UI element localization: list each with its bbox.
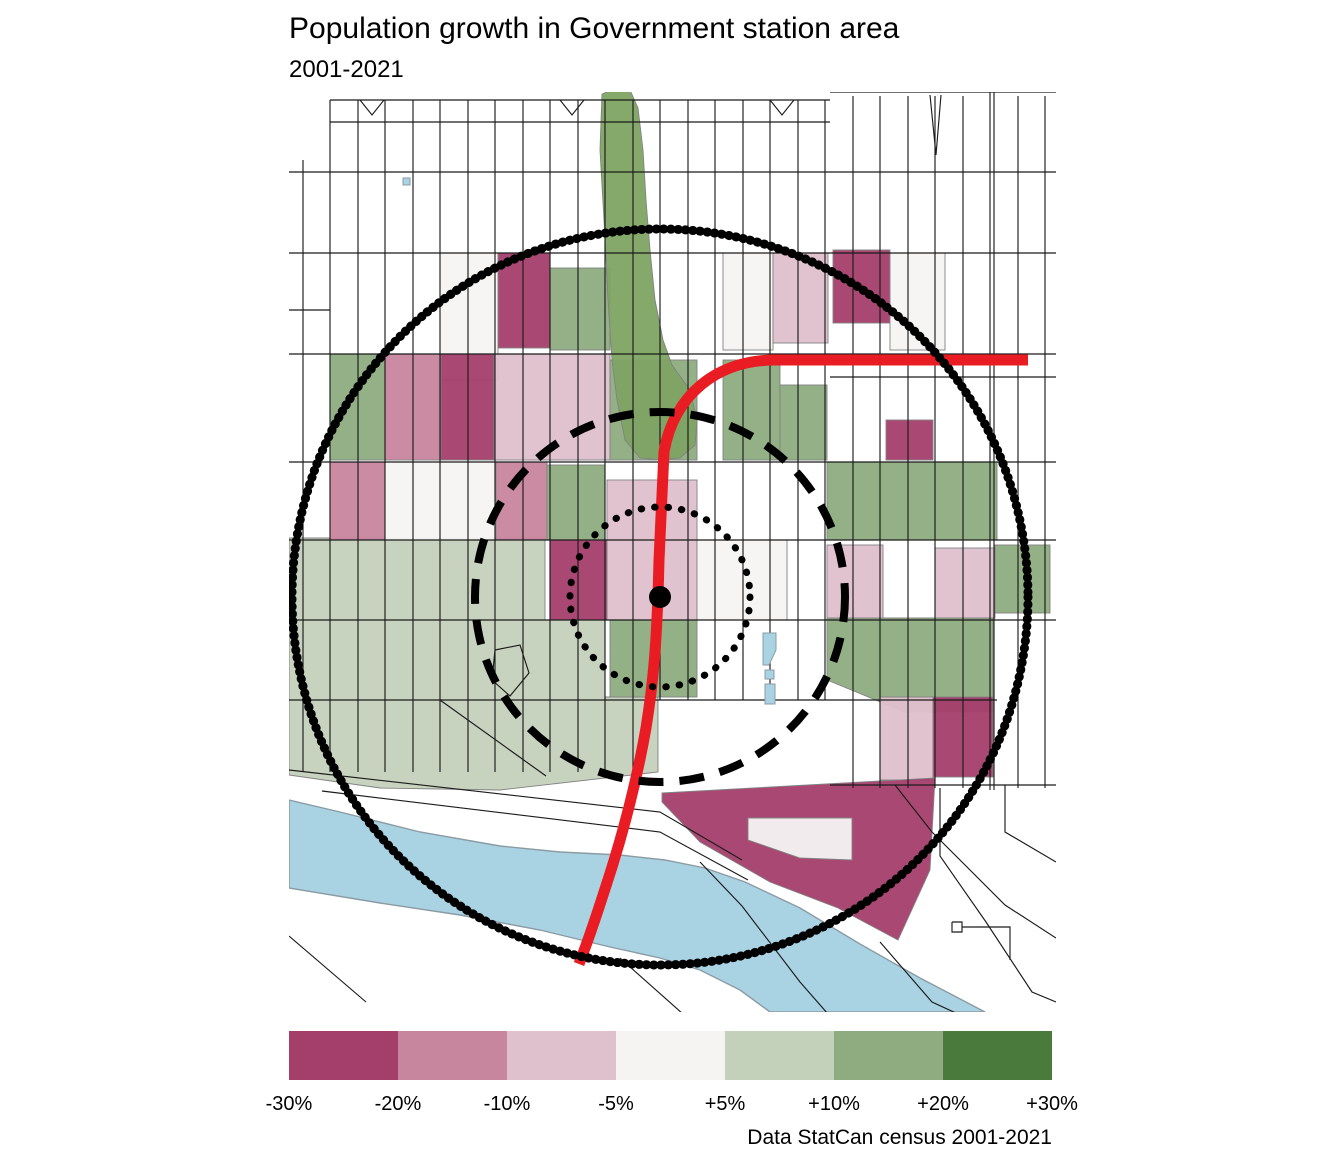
river (289, 799, 986, 1012)
legend-swatch-2 (507, 1031, 616, 1080)
census-block (879, 696, 934, 781)
road-line (699, 861, 828, 1012)
road-line (321, 790, 749, 881)
road-line (962, 926, 1011, 960)
road-line (289, 769, 743, 861)
road-line (939, 788, 1056, 1003)
legend-label: +30% (1026, 1093, 1078, 1115)
census-block (826, 544, 884, 621)
road-line (929, 94, 942, 156)
legend-label: +5% (704, 1093, 746, 1115)
census-block (885, 419, 934, 461)
radius-ring-inner (566, 503, 754, 691)
road-line (439, 699, 547, 777)
legend-swatch-6 (943, 1031, 1052, 1080)
census-block (779, 384, 828, 461)
legend-tick-labels: -30% -20% -10% -5% +5% +10% +20% +30% (0, 1093, 1344, 1119)
color-scale-legend (289, 1031, 1052, 1080)
pond (762, 632, 777, 666)
radius-ring-middle (471, 408, 849, 786)
road-line (769, 99, 795, 116)
legend-label: -10% (483, 1093, 531, 1115)
census-block (546, 464, 606, 541)
road-line (894, 784, 1056, 939)
legend-swatch-4 (725, 1031, 834, 1080)
map-layers (289, 92, 1056, 1012)
census-block (497, 252, 551, 349)
census-block (722, 252, 774, 351)
census-block (934, 547, 996, 619)
road-line (359, 99, 385, 116)
legend-swatch-0 (289, 1031, 398, 1080)
legend-swatch-1 (398, 1031, 507, 1080)
radius-ring-outer (289, 224, 1033, 970)
road-line (951, 921, 963, 933)
legend-label: -5% (598, 1093, 634, 1115)
pond (764, 669, 775, 680)
page-title: Population growth in Government station … (289, 12, 900, 45)
legend-swatch-3 (616, 1031, 725, 1080)
park-area (599, 92, 698, 461)
legend-label: +20% (917, 1093, 969, 1115)
road-line (879, 941, 956, 1012)
legend-label: -30% (265, 1093, 313, 1115)
legend-swatch-5 (834, 1031, 943, 1080)
station-marker (649, 586, 671, 608)
legend-label: -20% (374, 1093, 422, 1115)
page-subtitle: 2001-2021 (289, 56, 404, 83)
legend-label: +10% (808, 1093, 860, 1115)
pond (402, 177, 411, 186)
census-block (826, 461, 998, 541)
road-line (289, 935, 367, 1003)
street-grid (289, 92, 1056, 790)
pond (764, 683, 776, 705)
census-block (696, 539, 788, 621)
census-block (549, 267, 611, 351)
road-line (1004, 785, 1056, 863)
data-source-caption: Data StatCan census 2001-2021 (747, 1126, 1052, 1149)
census-block (747, 817, 853, 861)
road-line (559, 99, 585, 116)
transit-line (573, 354, 1028, 966)
